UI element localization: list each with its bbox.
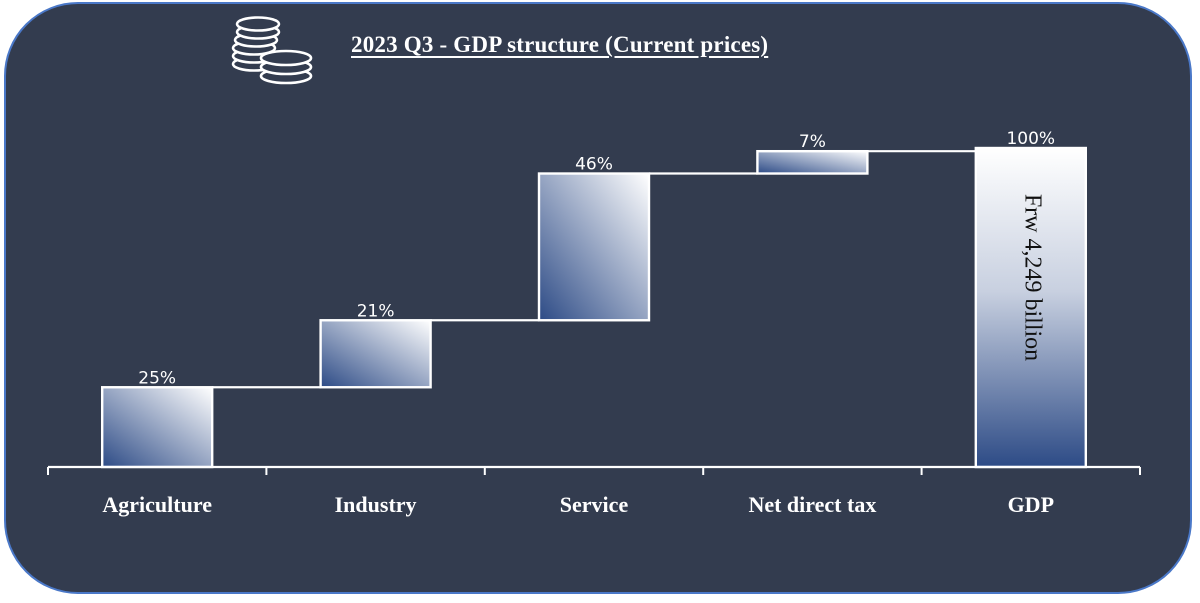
data-label: 7% bbox=[799, 132, 826, 152]
bar-net-direct-tax bbox=[756, 149, 869, 175]
data-label: 21% bbox=[357, 301, 395, 321]
bar-industry bbox=[319, 319, 432, 389]
chart-title: 2023 Q3 - GDP structure (Current prices) bbox=[351, 32, 769, 57]
category-label: Service bbox=[560, 492, 629, 517]
data-label: 46% bbox=[575, 155, 613, 175]
total-annotation: Frw 4,249 billion bbox=[1019, 194, 1045, 361]
bar-gdp bbox=[974, 146, 1087, 469]
bar-agriculture bbox=[100, 386, 214, 469]
coin-stack-icon bbox=[224, 14, 324, 86]
bar-service bbox=[537, 172, 651, 322]
category-label: Net direct tax bbox=[748, 492, 876, 517]
category-label: Agriculture bbox=[102, 492, 212, 517]
category-label: GDP bbox=[1008, 492, 1054, 517]
category-label: Industry bbox=[335, 492, 417, 517]
data-label: 25% bbox=[138, 368, 176, 388]
data-label: 100% bbox=[1006, 129, 1055, 149]
